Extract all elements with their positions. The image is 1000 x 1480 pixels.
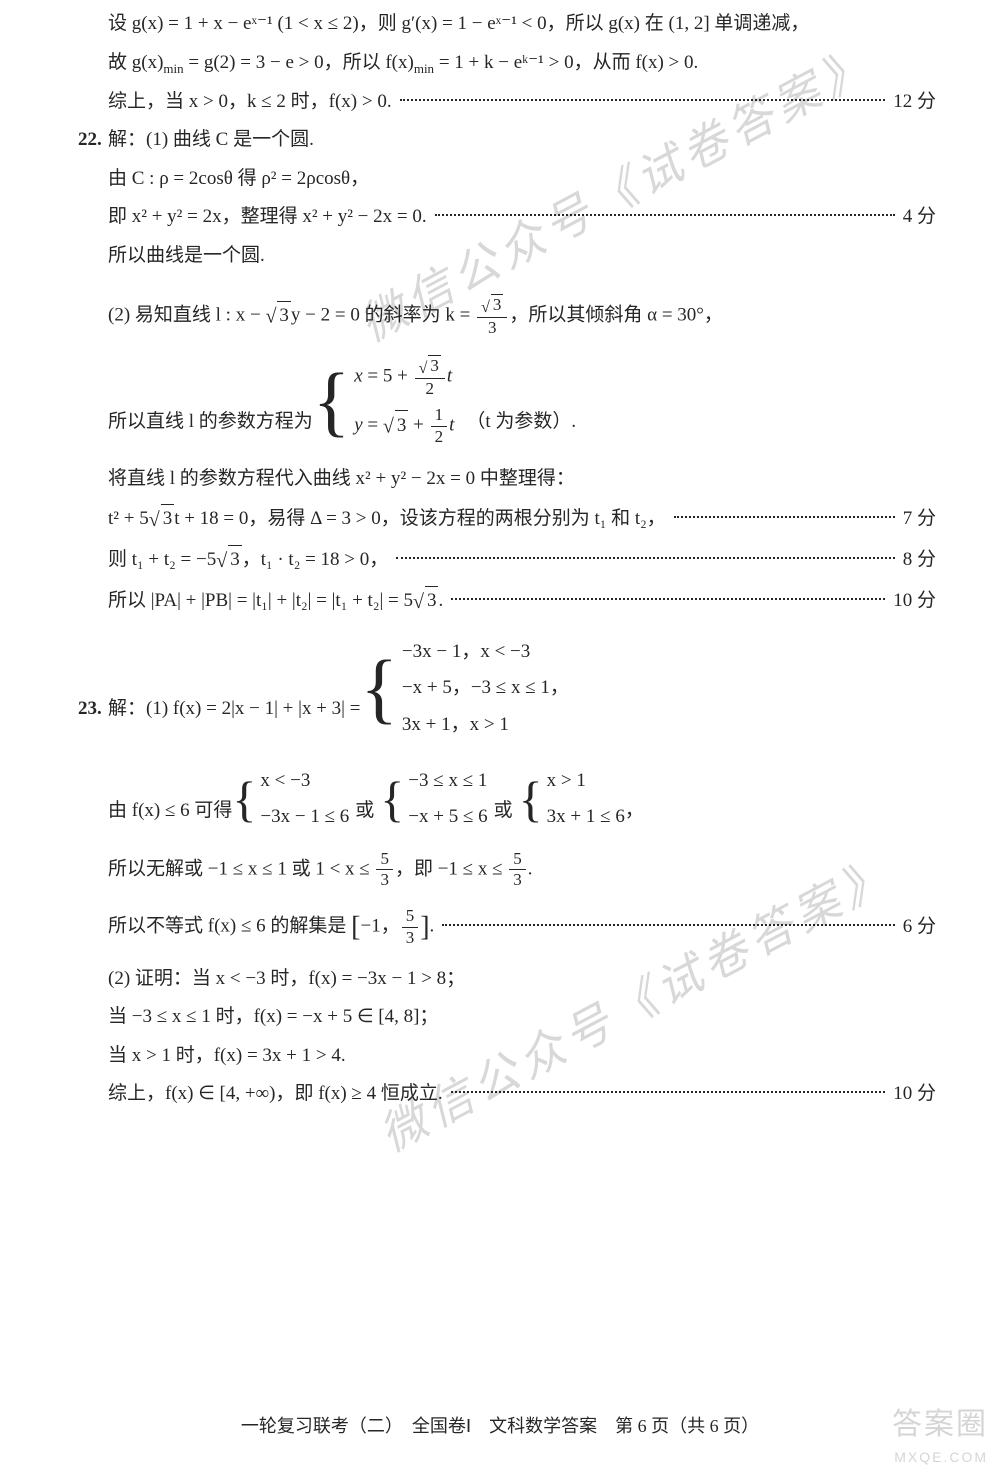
corner-logo: 答案圈 (892, 1402, 988, 1447)
score: 4 分 (903, 203, 940, 232)
text: t² + 5√3t + 18 = 0，易得 Δ = 3 > 0，设该方程的两根分… (108, 504, 666, 535)
comma: ， (625, 797, 644, 826)
score: 12 分 (893, 88, 940, 117)
text: (2) 证明：当 x < −3 时，f(x) = −3x − 1 > 8； (108, 965, 465, 994)
text: 解：(1) f(x) = 2|x − 1| + |x + 3| = (108, 695, 360, 724)
score: 10 分 (893, 1080, 940, 1109)
leader-dots (435, 214, 895, 216)
text: （t 为参数）. (466, 408, 576, 437)
text: 故 g(x)min = g(2) = 3 − e > 0，所以 f(x)min … (108, 49, 698, 78)
or: 或 (494, 797, 513, 826)
corner-watermark: 答案圈 MXQE.COM (892, 1402, 988, 1468)
question-number-23: 23. (78, 695, 108, 724)
text: 所以 |PA| + |PB| = |t₁| + |t₂| = |t₁ + t₂|… (108, 586, 443, 617)
text: 由 C : ρ = 2cosθ 得 ρ² = 2ρcosθ， (108, 165, 369, 194)
text: 综上，f(x) ∈ [4, +∞)，即 f(x) ≥ 4 恒成立. (108, 1080, 443, 1109)
text: 所以无解或 −1 ≤ x ≤ 1 或 1 < x ≤ 53，即 −1 ≤ x ≤… (108, 849, 533, 891)
score: 7 分 (903, 505, 940, 534)
text: 当 x > 1 时，f(x) = 3x + 1 > 4. (108, 1042, 346, 1071)
parametric-brace: { x = 5 + √32t y = √3 + 12t (313, 355, 455, 447)
score: 6 分 (903, 913, 940, 942)
leader-dots (451, 1091, 886, 1093)
leader-dots (396, 557, 894, 559)
piecewise-brace: { −3x − 1，x < −3 −x + 5，−3 ≤ x ≤ 1， 3x +… (360, 637, 568, 740)
solution-body: 设 g(x) = 1 + x − eˣ⁻¹ (1 < x ≤ 2)，则 g′(x… (60, 10, 940, 1109)
case-brace: {−3 ≤ x ≤ 1−x + 5 ≤ 6 (380, 766, 487, 833)
text: 当 −3 ≤ x ≤ 1 时，f(x) = −x + 5 ∈ [4, 8]； (108, 1003, 438, 1032)
text: 所以不等式 f(x) ≤ 6 的解集是 [−1，53]. (108, 906, 434, 948)
text: 解：(1) 曲线 C 是一个圆. (108, 126, 314, 155)
text: 所以曲线是一个圆. (108, 242, 265, 271)
score: 10 分 (893, 587, 940, 616)
text: 则 t₁ + t₂ = −5√3，t₁ · t₂ = 18 > 0， (108, 545, 388, 576)
page-footer: 一轮复习联考（二） 全国卷Ⅰ 文科数学答案 第 6 页（共 6 页） (0, 1413, 1000, 1440)
text: (2) 易知直线 l : x − √3y − 2 = 0 的斜率为 k = √3… (108, 294, 723, 339)
text: 即 x² + y² = 2x，整理得 x² + y² − 2x = 0. (108, 203, 427, 232)
case-brace: {x < −3−3x − 1 ≤ 6 (232, 766, 349, 833)
leader-dots (442, 924, 894, 926)
corner-url: MXQE.COM (892, 1447, 988, 1468)
text: 综上，当 x > 0，k ≤ 2 时，f(x) > 0. (108, 88, 392, 117)
leader-dots (451, 598, 885, 600)
leader-dots (400, 99, 886, 101)
text: 所以直线 l 的参数方程为 (108, 408, 313, 437)
text: 设 g(x) = 1 + x − eˣ⁻¹ (1 < x ≤ 2)，则 g′(x… (108, 10, 809, 39)
question-number-22: 22. (78, 126, 108, 155)
or: 或 (355, 797, 374, 826)
text: 由 f(x) ≤ 6 可得 (108, 797, 232, 826)
score: 8 分 (903, 546, 940, 575)
case-brace: {x > 13x + 1 ≤ 6 (519, 766, 625, 833)
leader-dots (674, 516, 895, 518)
text: 将直线 l 的参数方程代入曲线 x² + y² − 2x = 0 中整理得： (108, 465, 575, 494)
